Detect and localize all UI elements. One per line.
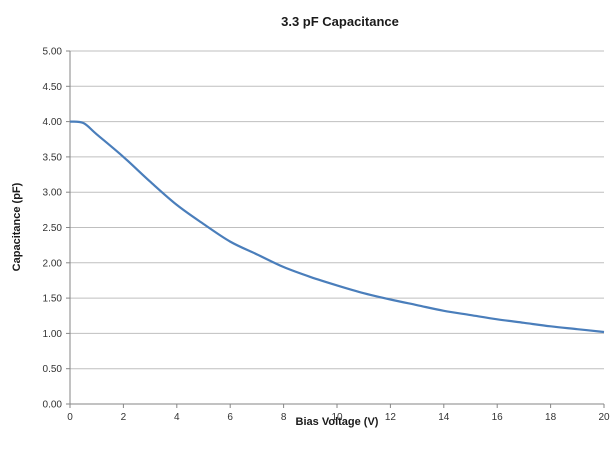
x-tick-label: 0: [67, 412, 73, 423]
x-tick-label: 14: [438, 412, 450, 423]
chart-title: 3.3 pF Capacitance: [281, 14, 399, 29]
x-tick-label: 16: [492, 412, 504, 423]
x-tick-label: 4: [174, 412, 180, 423]
x-tick-label: 2: [121, 412, 127, 423]
y-tick-label: 4.50: [43, 82, 63, 93]
y-tick-label: 0.50: [43, 364, 63, 375]
y-tick-label: 2.00: [43, 258, 63, 269]
series-line: [69, 120, 605, 334]
y-tick-label: 5.00: [43, 47, 63, 58]
axes: [66, 50, 605, 408]
x-tick-label: 10: [331, 412, 343, 423]
x-tick-label: 20: [598, 412, 610, 423]
y-tick-label: 1.50: [43, 294, 63, 305]
y-tick-label: 0.00: [43, 400, 63, 411]
x-tick-label: 18: [545, 412, 557, 423]
y-axis-title: Capacitance (pF): [11, 182, 23, 271]
y-tick-label: 3.00: [43, 188, 63, 199]
x-tick-label: 12: [385, 412, 397, 423]
y-tick-label: 2.50: [43, 223, 63, 234]
grid: [70, 50, 604, 370]
y-tick-label: 4.00: [43, 117, 63, 128]
series-group: [69, 120, 605, 334]
y-tick-labels: 0.00 0.50 1.00 1.50 2.00 2.50 3.00 3.50 4.00 4.50…: [43, 47, 63, 411]
x-tick-labels: 0 2 4 6 8 10 12 14 16 18 20: [67, 412, 610, 423]
x-tick-label: 6: [227, 412, 233, 423]
x-tick-label: 8: [281, 412, 287, 423]
x-axis-title: Bias Voltage (V): [296, 416, 379, 428]
y-tick-label: 3.50: [43, 152, 63, 163]
y-tick-label: 1.00: [43, 329, 63, 340]
